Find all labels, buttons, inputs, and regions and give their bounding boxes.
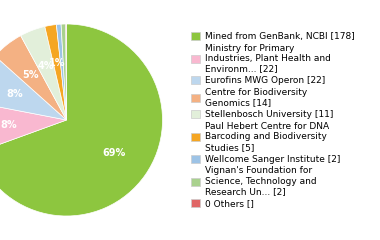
Wedge shape [0,36,66,120]
Text: 4%: 4% [38,61,54,71]
Text: 1%: 1% [49,58,65,68]
Wedge shape [56,24,66,120]
Wedge shape [0,102,66,153]
Text: 8%: 8% [6,90,23,99]
Wedge shape [21,26,66,120]
Text: 5%: 5% [22,70,39,80]
Wedge shape [0,24,163,216]
Wedge shape [0,56,66,120]
Text: 69%: 69% [102,148,125,158]
Legend: Mined from GenBank, NCBI [178], Ministry for Primary
Industries, Plant Health an: Mined from GenBank, NCBI [178], Ministry… [191,32,354,208]
Wedge shape [61,24,66,120]
Wedge shape [45,24,66,120]
Text: 8%: 8% [1,120,17,130]
